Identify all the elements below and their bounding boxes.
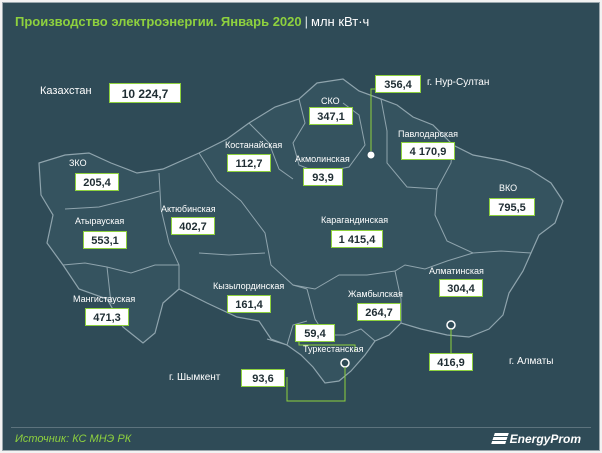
page-title: Производство электроэнергии. Январь 2020 [15,14,302,29]
city-value-nur-sultan: 356,4 [375,75,421,93]
city-label-shymkent: г. Шымкент [169,372,221,383]
region-label-vko: ВКО [499,183,518,193]
region-label-kostanay: Костанайская [225,140,283,150]
region-value-turkestan: 59,4 [295,324,335,342]
region-value-atyrau: 553,1 [83,231,127,249]
region-value-zhambyl: 264,7 [357,303,401,321]
brand-logo: EnergyProm [490,432,581,446]
region-label-pavlodar: Павлодарская [398,129,458,139]
region-label-karaganda: Карагандинская [321,215,389,225]
region-label-zhambyl: Жамбылская [348,289,403,299]
total-value: 10 224,7 [109,83,181,103]
city-label-almaty: г. Алматы [509,356,554,367]
title-separator: | [304,14,308,29]
region-value-kyzylorda: 161,4 [227,295,271,313]
brand-logo-icon [490,433,509,444]
region-label-aktobe: Актюбинская [161,204,216,214]
region-borders [62,98,532,346]
almaty-marker [446,320,456,330]
region-value-sko: 347,1 [309,107,353,125]
region-value-kostanay: 112,7 [227,154,271,172]
kazakhstan-map [38,78,564,402]
region-value-aktobe: 402,7 [171,217,215,235]
city-label-nur-sultan: г. Нур-Султан [427,77,490,88]
region-value-mangystau: 471,3 [85,308,129,326]
region-value-zko: 205,4 [75,173,119,191]
region-value-almaty-region: 304,4 [439,279,483,297]
region-label-akmola: Акмолинская [295,154,350,164]
region-label-kyzylorda: Кызылординская [213,281,285,291]
region-label-atyrau: Атырауская [75,216,125,226]
footer-divider [11,427,591,428]
city-value-shymkent: 93,6 [241,369,285,387]
region-label-zko: ЗКО [69,158,87,168]
region-label-mangystau: Мангистауская [73,294,136,304]
shymkent-marker [340,358,350,368]
region-value-karaganda: 1 415,4 [331,230,383,248]
region-value-akmola: 93,9 [303,168,343,186]
unit-label: млн кВт·ч [311,14,370,29]
source-note: Источник: КС МНЭ РК [15,433,132,445]
region-value-vko: 795,5 [489,198,535,216]
city-value-almaty: 416,9 [429,353,473,371]
region-label-turkestan: Туркестанская [303,344,364,354]
region-label-sko: СКО [321,96,340,106]
total-label: Казахстан [40,85,92,97]
nur-sultan-marker [366,150,376,160]
brand-name: EnergyProm [509,432,581,446]
chart-header: Производство электроэнергии. Январь 2020… [15,14,369,29]
region-label-almaty-region: Алматинская [429,266,484,276]
region-value-pavlodar: 4 170,9 [401,142,455,160]
